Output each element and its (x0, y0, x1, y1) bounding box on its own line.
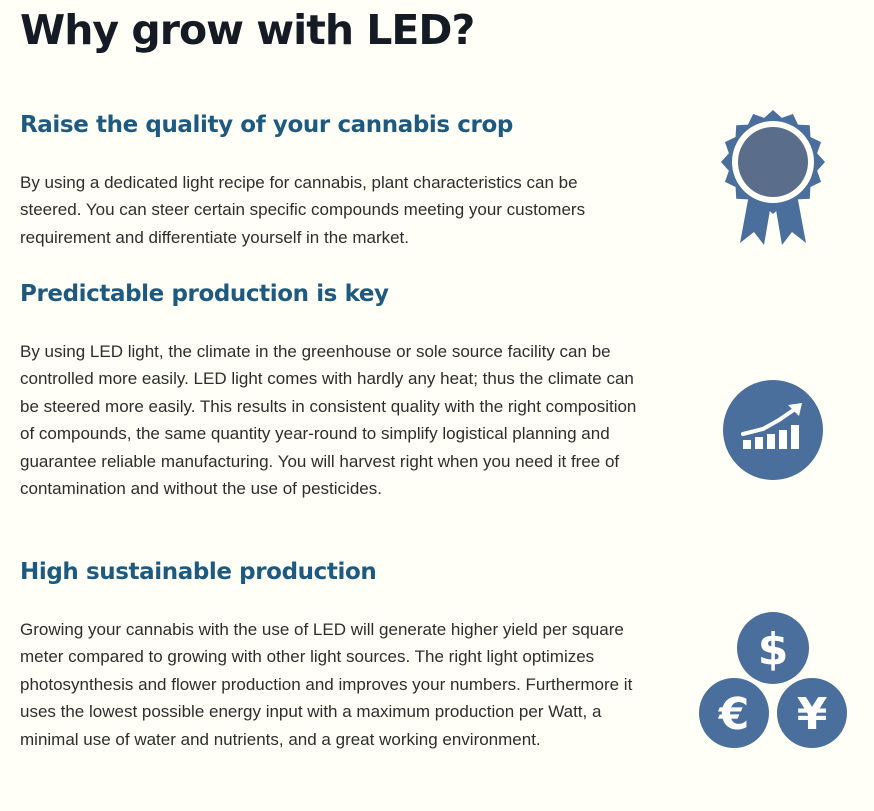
yen-symbol: ¥ (797, 689, 828, 740)
section-heading: High sustainable production (20, 559, 377, 585)
section-quality: Raise the quality of your cannabis crop … (20, 110, 640, 251)
section-sustainable: High sustainable production Growing your… (20, 557, 640, 753)
award-ribbon-icon (721, 110, 825, 245)
section-body: By using a dedicated light recipe for ca… (20, 173, 586, 247)
section-body: By using LED light, the climate in the g… (20, 342, 637, 499)
section-body: Growing your cannabis with the use of LE… (20, 620, 633, 749)
section-heading: Predictable production is key (20, 281, 389, 307)
euro-coin-icon: € (697, 676, 771, 750)
euro-symbol: € (718, 689, 750, 740)
yen-coin-icon: ¥ (775, 676, 849, 750)
currency-icon: $ € ¥ (697, 612, 849, 750)
growth-chart-icon (723, 380, 823, 480)
dollar-symbol: $ (758, 624, 789, 675)
dollar-coin-icon: $ (737, 612, 809, 684)
page-title: Why grow with LED? (20, 6, 475, 54)
section-heading: Raise the quality of your cannabis crop (20, 112, 513, 138)
section-predictable: Predictable production is key By using L… (20, 279, 640, 502)
